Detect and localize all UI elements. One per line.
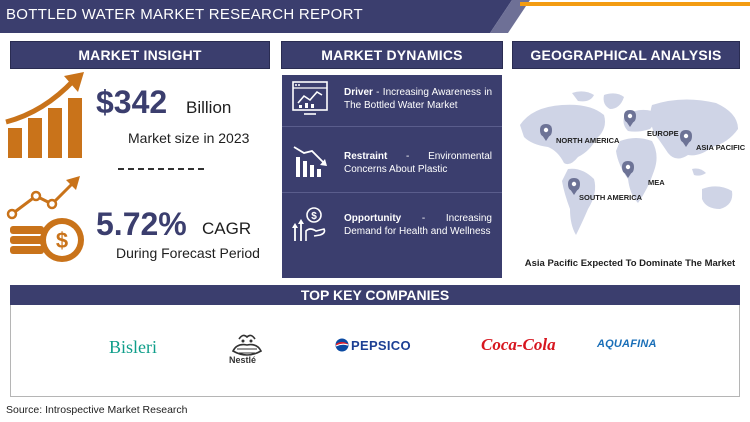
region-label-south-america: SOUTH AMERICA — [579, 193, 643, 202]
market-size-caption: Market size in 2023 — [128, 130, 250, 146]
accent-line — [520, 2, 750, 6]
nest-birds-icon — [231, 334, 263, 356]
logo-aquafina: AQUAFINA — [597, 338, 657, 350]
market-dynamics-header: MARKET DYNAMICS — [281, 41, 503, 69]
region-label-europe: EUROPE — [647, 129, 679, 138]
restraint-text: Restraint - Environmental Concerns About… — [344, 151, 492, 176]
world-map: NORTH AMERICA EUROPE ASIA PACIFIC MEA SO… — [512, 85, 748, 257]
analytics-screen-icon — [290, 79, 330, 119]
svg-text:$: $ — [56, 228, 68, 253]
market-size-value: $342 — [96, 84, 168, 120]
market-size-unit: Billion — [186, 98, 232, 117]
report-title: BOTTLED WATER MARKET RESEARCH REPORT — [6, 6, 363, 23]
logo-coca-cola: Coca-Cola — [481, 335, 556, 354]
market-insight-header: MARKET INSIGHT — [10, 41, 270, 69]
cagr-value: 5.72% — [96, 206, 187, 242]
logo-nestle: Nestlé — [229, 329, 265, 369]
nestle-wordmark: Nestlé — [229, 355, 257, 365]
growth-hand-icon: $ — [290, 205, 330, 245]
cagr-unit: CAGR — [202, 219, 252, 238]
cagr-caption: During Forecast Period — [116, 245, 260, 261]
dollar-coins-icon: $ — [4, 174, 96, 266]
driver-text: Driver - Increasing Awareness in The Bot… — [344, 87, 492, 112]
restraint-description: Environmental Concerns About Plastic — [344, 151, 492, 175]
driver-description: Increasing Awareness in The Bottled Wate… — [344, 87, 493, 111]
svg-text:$: $ — [311, 211, 317, 222]
restraint-separator: - — [387, 151, 429, 162]
geographical-analysis-header: GEOGRAPHICAL ANALYSIS — [512, 41, 740, 69]
region-label-mea: MEA — [648, 178, 665, 187]
companies-panel: Bisleri Nestlé PEPSICO Coca-Cola AQUAFIN… — [10, 305, 740, 397]
opportunity-label: Opportunity — [344, 213, 402, 224]
bar-growth-icon — [4, 72, 96, 162]
dynamics-divider — [282, 192, 502, 193]
dynamics-divider — [282, 126, 502, 127]
pepsico-wordmark: PEPSICO — [351, 338, 411, 353]
region-label-asia-pacific: ASIA PACIFIC — [696, 143, 746, 152]
title-banner: BOTTLED WATER MARKET RESEARCH REPORT — [0, 0, 530, 33]
source-note: Source: Introspective Market Research — [6, 404, 188, 416]
restraint-label: Restraint — [344, 151, 388, 162]
driver-label: Driver — [344, 87, 373, 98]
declining-chart-icon — [290, 141, 330, 181]
region-label-north-america: NORTH AMERICA — [556, 136, 620, 145]
insight-divider — [118, 168, 204, 170]
geo-caption: Asia Pacific Expected To Dominate The Ma… — [524, 258, 736, 269]
pepsico-globe-icon — [335, 338, 349, 352]
opportunity-description: Increasing Demand for Health and Wellnes… — [344, 213, 492, 237]
driver-separator: - — [372, 87, 383, 98]
top-key-companies-header: TOP KEY COMPANIES — [10, 285, 740, 305]
market-dynamics-panel: Driver - Increasing Awareness in The Bot… — [282, 75, 502, 278]
logo-bisleri: Bisleri — [109, 337, 157, 357]
opportunity-separator: - — [401, 213, 446, 224]
opportunity-text: Opportunity - Increasing Demand for Heal… — [344, 213, 492, 238]
